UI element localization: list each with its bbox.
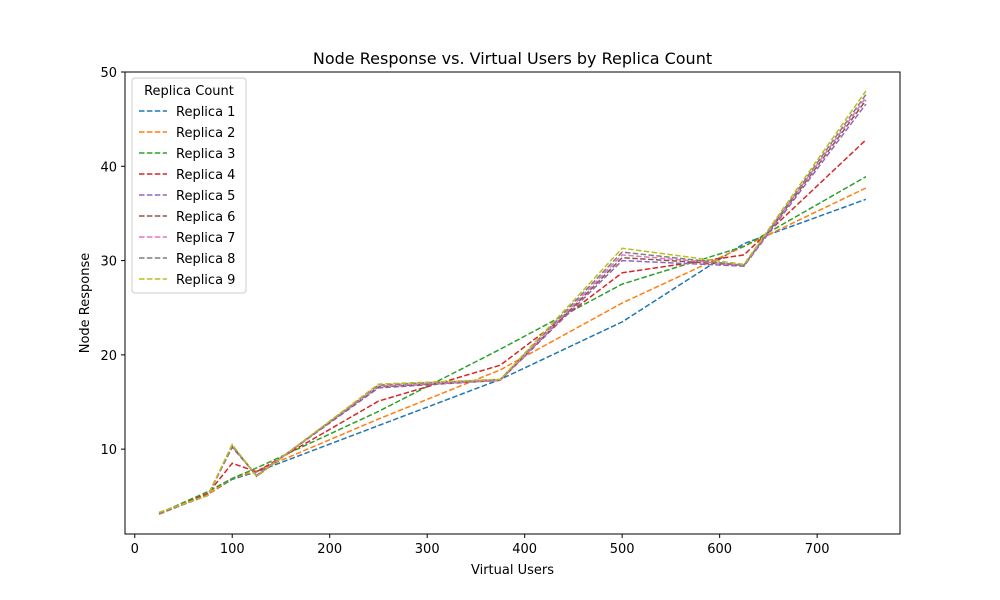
series-line-replica-1	[158, 198, 867, 515]
series-line-replica-6	[158, 99, 867, 515]
x-tick-label: 600	[707, 542, 732, 557]
series-line-replica-4	[158, 139, 867, 514]
y-tick-label: 50	[100, 66, 117, 81]
x-tick-label: 200	[317, 542, 342, 557]
x-tick-label: 500	[610, 542, 635, 557]
series-line-replica-5	[158, 103, 867, 515]
x-axis-label: Virtual Users	[471, 563, 554, 578]
x-tick-label: 300	[415, 542, 440, 557]
y-axis: 10 20 30 40 50	[100, 66, 125, 458]
series-line-replica-9	[158, 90, 867, 514]
legend-entry-label: Replica 5	[176, 189, 235, 204]
legend-entry-label: Replica 3	[176, 147, 235, 162]
legend-entry-label: Replica 2	[176, 126, 235, 141]
chart-title: Node Response vs. Virtual Users by Repli…	[313, 49, 712, 68]
series-line-replica-3	[158, 176, 867, 514]
x-tick-label: 400	[512, 542, 537, 557]
y-axis-label: Node Response	[78, 253, 93, 354]
legend-entry-label: Replica 7	[176, 231, 235, 246]
legend-box	[131, 77, 247, 294]
y-tick-label: 10	[100, 443, 117, 458]
x-axis: 0 100 200 300 400 500 600 700	[131, 534, 830, 557]
series-lines	[158, 90, 867, 515]
y-tick-label: 30	[100, 255, 117, 270]
y-tick-label: 20	[100, 349, 117, 364]
plot-frame	[124, 71, 901, 535]
series-line-replica-2	[158, 187, 867, 515]
x-tick-label: 100	[220, 542, 245, 557]
legend-entry-label: Replica 9	[176, 273, 235, 288]
legend-entry-label: Replica 6	[176, 210, 235, 225]
x-tick-label: 700	[805, 542, 830, 557]
legend-entry-label: Replica 4	[176, 168, 235, 183]
legend-entry-label: Replica 8	[176, 252, 235, 267]
x-tick-label: 0	[131, 542, 139, 557]
legend-entry-label: Replica 1	[176, 105, 235, 120]
legend-entries: Replica 1 Replica 2 Replica 3 Replica 4 Repl…	[139, 105, 235, 288]
series-line-replica-7	[158, 97, 867, 515]
series-line-replica-8	[158, 94, 867, 515]
legend-title: Replica Count	[144, 84, 234, 99]
y-tick-label: 40	[100, 160, 117, 175]
